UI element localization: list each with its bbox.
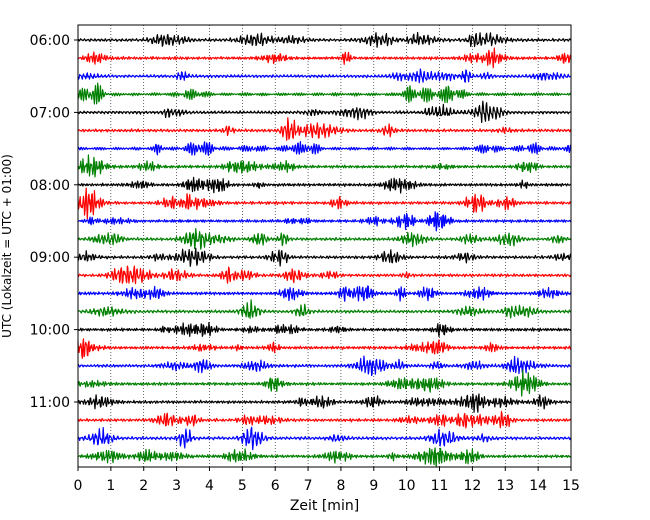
x-tick-label: 15 xyxy=(562,478,580,494)
x-tick-label: 14 xyxy=(529,478,547,494)
trace-line xyxy=(77,265,572,285)
trace-line xyxy=(77,176,572,194)
y-tick-label: 08:00 xyxy=(30,178,70,194)
trace-line xyxy=(77,211,572,232)
trace-line xyxy=(77,82,572,105)
trace-line xyxy=(77,299,572,319)
trace-line xyxy=(77,68,572,84)
x-axis-ticks: 0 1 2 3 4 5 6 7 8 9 10 11 12 13 14 15 xyxy=(74,467,580,494)
plot-area xyxy=(78,25,571,467)
trace-line xyxy=(77,154,572,178)
trace-line xyxy=(77,393,572,413)
trace-line xyxy=(77,140,572,157)
trace-line xyxy=(77,338,572,359)
x-tick-label: 13 xyxy=(496,478,514,494)
y-tick-label: 10:00 xyxy=(30,323,70,339)
x-tick-label: 7 xyxy=(304,478,313,494)
x-tick-label: 3 xyxy=(172,478,181,494)
trace-line xyxy=(77,285,572,302)
y-tick-label: 11:00 xyxy=(30,395,70,411)
trace-line xyxy=(77,100,572,124)
x-tick-label: 9 xyxy=(369,478,378,494)
trace-line xyxy=(77,47,572,69)
x-tick-label: 10 xyxy=(398,478,416,494)
trace-line xyxy=(77,31,572,48)
seismic-traces xyxy=(77,31,572,468)
trace-line xyxy=(77,447,572,468)
trace-line xyxy=(77,410,572,429)
trace-line xyxy=(77,187,572,220)
trace-line xyxy=(77,228,572,250)
x-tick-label: 0 xyxy=(74,478,83,494)
x-axis-label: Zeit [min] xyxy=(290,498,359,514)
trace-line xyxy=(77,247,572,267)
y-tick-label: 09:00 xyxy=(30,250,70,266)
x-tick-label: 5 xyxy=(238,478,247,494)
y-axis-ticks: 06:00 07:00 08:00 09:00 10:00 11:00 xyxy=(30,33,78,411)
trace-line xyxy=(77,426,572,451)
x-tick-label: 11 xyxy=(431,478,449,494)
y-tick-label: 06:00 xyxy=(30,33,70,49)
plot-frame xyxy=(77,24,572,468)
trace-line xyxy=(77,321,572,338)
x-tick-label: 6 xyxy=(271,478,280,494)
x-tick-label: 12 xyxy=(463,478,481,494)
x-tick-label: 4 xyxy=(205,478,214,494)
y-axis-label: UTC (Lokalzeit = UTC + 01:00) xyxy=(0,154,14,338)
x-tick-label: 8 xyxy=(336,478,345,494)
x-tick-label: 2 xyxy=(139,478,148,494)
y-tick-label: 07:00 xyxy=(30,105,70,121)
x-tick-label: 1 xyxy=(106,478,115,494)
trace-line xyxy=(77,355,572,377)
trace-line xyxy=(77,369,572,397)
trace-line xyxy=(77,117,572,141)
